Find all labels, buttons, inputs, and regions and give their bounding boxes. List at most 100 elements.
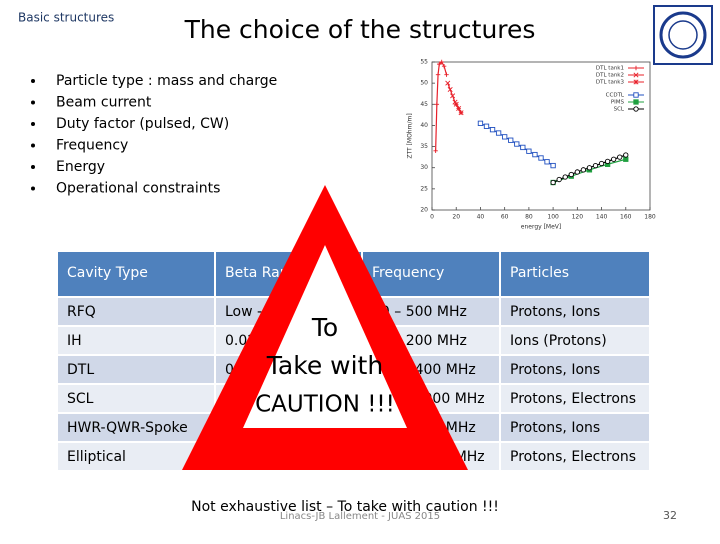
- bullet-list: Particle type : mass and charge Beam curr…: [31, 73, 277, 197]
- header-cell: [363, 252, 499, 296]
- table-cell: [501, 414, 649, 441]
- y-tick-label: 50: [420, 80, 428, 87]
- data-point: [514, 141, 520, 147]
- data-point: [456, 105, 462, 112]
- data-point: [434, 102, 440, 107]
- cell-text: SCL: [67, 391, 94, 407]
- cell-text: Elliptical: [67, 449, 126, 465]
- data-point: [508, 137, 514, 143]
- table-cell: [501, 385, 649, 412]
- legend-marker: [633, 99, 639, 105]
- data-point: [574, 169, 580, 175]
- data-point: [617, 154, 623, 160]
- header-text: Frequency: [372, 265, 444, 281]
- bullet-dot: [31, 122, 35, 126]
- warning-line: To: [311, 313, 338, 342]
- plot-frame: [431, 61, 651, 211]
- header-cell: [501, 252, 649, 296]
- legend-label: DTL tank1: [596, 66, 624, 72]
- data-point: [502, 134, 508, 140]
- data-point: [604, 158, 611, 165]
- y-tick-label: 40: [420, 122, 428, 129]
- warning-line: Take with: [266, 351, 383, 380]
- data-point: [580, 167, 587, 173]
- cell-text: Protons, Electrons: [510, 391, 636, 407]
- cell-text: Ions (Protons): [510, 333, 607, 349]
- bullet-text: Particle type : mass and charge: [56, 73, 277, 89]
- series-line: [447, 82, 456, 103]
- header-text: Cavity Type: [67, 265, 148, 281]
- table-cell: [58, 327, 214, 354]
- bullet-text: Duty factor (pulsed, CW): [56, 116, 229, 132]
- data-point: [611, 156, 617, 162]
- table-cell: [501, 356, 649, 383]
- legend-marker: [633, 79, 639, 85]
- section-label: Basic structures: [18, 11, 114, 25]
- x-tick-label: 140: [596, 214, 608, 221]
- data-point: [489, 127, 496, 133]
- cell-text: IH: [67, 333, 82, 349]
- x-tick-label: 0: [430, 214, 434, 221]
- legend-label: PIMS: [611, 100, 625, 106]
- data-point: [623, 156, 629, 162]
- x-tick-label: 80: [525, 214, 533, 221]
- y-axis-label: ZTT [MOhm/m]: [407, 113, 414, 158]
- y-tick-label: 35: [420, 143, 428, 150]
- page-number: 32: [663, 509, 677, 522]
- data-point: [562, 174, 568, 180]
- data-point: [445, 80, 451, 86]
- y-tick-label: 45: [420, 101, 428, 108]
- data-point: [532, 151, 538, 158]
- bullet-dot: [31, 79, 35, 83]
- bullet-text: Operational constraints: [56, 181, 220, 197]
- legend-label: SCL: [614, 107, 625, 113]
- cell-text: RFQ: [67, 304, 96, 320]
- warning-line: CAUTION !!!: [255, 392, 395, 418]
- legend-label: CCDTL: [606, 93, 625, 99]
- x-tick-label: 120: [572, 214, 584, 221]
- data-point: [450, 93, 456, 99]
- legend-marker: [633, 72, 639, 78]
- legend-label: DTL tank2: [596, 73, 624, 79]
- data-point: [444, 72, 449, 77]
- x-tick-label: 60: [501, 214, 509, 221]
- data-point: [568, 171, 574, 178]
- legend-marker: [633, 65, 639, 71]
- data-point: [437, 61, 442, 67]
- data-point: [598, 160, 605, 167]
- y-tick-label: 25: [420, 185, 428, 192]
- data-point: [439, 59, 444, 65]
- y-tick-label: 30: [420, 164, 428, 171]
- x-tick-label: 100: [547, 214, 559, 221]
- table-cell: [58, 298, 214, 325]
- bullet-text: Beam current: [56, 95, 152, 111]
- cell-text: HWR-QWR-Spoke: [67, 420, 188, 436]
- x-axis-label: energy [MeV]: [521, 224, 561, 231]
- table-cell: [501, 327, 649, 354]
- y-tick-label: 20: [420, 207, 428, 214]
- data-point: [447, 86, 453, 93]
- data-point: [458, 110, 464, 116]
- data-point: [586, 165, 593, 171]
- y-tick-label: 55: [420, 59, 428, 66]
- data-point: [495, 130, 502, 136]
- cell-text: Protons, Electrons: [510, 449, 636, 465]
- table-cell: [58, 414, 214, 441]
- x-tick-label: 160: [620, 214, 632, 221]
- x-tick-label: 40: [477, 214, 485, 221]
- warning-inner: [243, 245, 407, 428]
- cell-text: Protons, Ions: [510, 304, 600, 320]
- cell-text: Protons, Ions: [510, 420, 600, 436]
- legend-marker: [633, 106, 639, 112]
- legend-marker: [633, 92, 639, 98]
- header-text: Particles: [510, 265, 569, 281]
- data-point: [550, 162, 556, 169]
- data-point: [477, 120, 484, 126]
- table-cell: [501, 443, 649, 470]
- data-point: [544, 159, 550, 165]
- legend-label: DTL tank3: [596, 80, 625, 86]
- data-point: [526, 148, 532, 154]
- data-point: [550, 179, 556, 186]
